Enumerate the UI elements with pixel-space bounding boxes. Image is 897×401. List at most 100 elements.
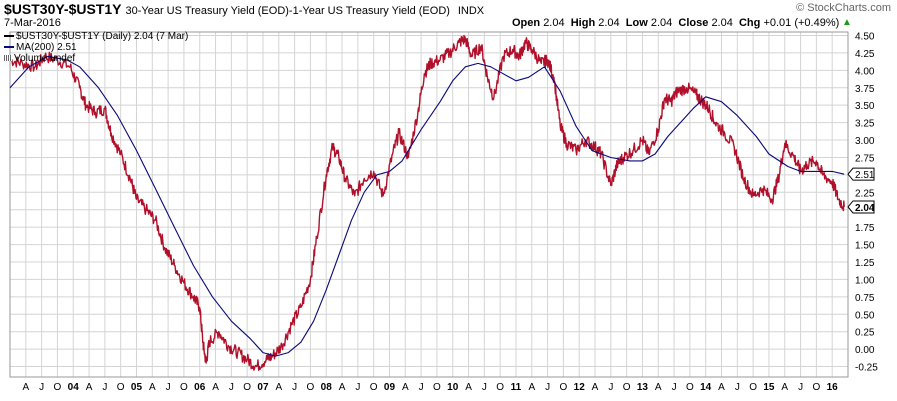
x-tick-label: A (592, 382, 599, 393)
x-tick-label: 08 (321, 382, 333, 393)
y-tick-label: 4.50 (855, 31, 875, 42)
stockcharts-logo[interactable]: © StockCharts.com (796, 2, 891, 14)
x-tick-label: A (22, 382, 29, 393)
y-tick-label: 3.25 (855, 119, 875, 130)
x-tick-label: 13 (637, 382, 649, 393)
price-line (9, 34, 845, 371)
chart-header: $UST30Y-$UST1Y 30-Year US Treasury Yield … (0, 0, 897, 30)
symbol-title: $UST30Y-$UST1Y 30-Year US Treasury Yield … (4, 1, 484, 17)
x-tick-label: O (243, 382, 251, 393)
x-tick-label: A (339, 382, 346, 393)
legend-ma: MA(200) 2.51 (4, 42, 188, 53)
x-tick-label: O (307, 382, 315, 393)
legend-ma-label: MA(200) 2.51 (16, 42, 77, 53)
plot-frame (9, 31, 849, 378)
x-tick-label: O (686, 382, 694, 393)
x-tick-label: O (433, 382, 441, 393)
x-tick-label: A (465, 382, 472, 393)
close-label: Close (678, 17, 709, 29)
x-tick-label: O (623, 382, 631, 393)
x-tick-label: A (402, 382, 409, 393)
x-tick-label: 06 (194, 382, 206, 393)
x-tick-label: 04 (68, 382, 80, 393)
high-label: High (570, 17, 596, 29)
value-tags: 2.51 2.04 (847, 167, 875, 214)
x-tick-label: A (86, 382, 93, 393)
x-tick-label: O (749, 382, 757, 393)
symbol-description: 30-Year US Treasury Yield (EOD)-1-Year U… (125, 5, 450, 17)
chart-grid (10, 32, 848, 377)
y-tick-label: -0.25 (855, 363, 878, 374)
chg-value: +0.01 (+0.49%) (763, 17, 840, 29)
x-tick-label: O (560, 382, 568, 393)
x-tick-label: J (292, 382, 297, 393)
ohlc-summary: Open 2.04 High 2.04 Low 2.04 Close 2.04 … (512, 17, 839, 29)
y-tick-label: 2.25 (855, 188, 875, 199)
x-tick-label: J (419, 382, 424, 393)
open-value: 2.04 (543, 17, 565, 29)
volume-icon (4, 55, 12, 62)
value-tag-box (847, 167, 875, 181)
y-tick-label: 0.50 (855, 310, 875, 321)
legend-volume-label: Volume undef (14, 53, 76, 64)
y-tick-label: 3.75 (855, 84, 875, 95)
x-tick-label: J (608, 382, 613, 393)
low-value: 2.04 (650, 17, 673, 29)
legend-series-label: $UST30Y-$UST1Y (Daily) 2.04 (7 Mar) (16, 31, 189, 42)
high-value: 2.04 (598, 17, 620, 29)
open-label: Open (512, 17, 541, 29)
y-tick-label: 3.00 (855, 136, 875, 147)
low-label: Low (625, 17, 648, 29)
ma200-line (9, 55, 845, 357)
x-tick-label: 14 (700, 382, 712, 393)
x-tick-label: 15 (763, 382, 775, 393)
x-tick-label: A (718, 382, 725, 393)
y-tick-label: 1.75 (855, 223, 875, 234)
y-tick-label: 1.50 (855, 241, 875, 252)
x-tick-label: 09 (384, 382, 396, 393)
up-triangle-icon: ▲ (842, 17, 852, 28)
x-tick-label: J (482, 382, 487, 393)
chg-label: Chg (738, 17, 761, 29)
legend-series: $UST30Y-$UST1Y (Daily) 2.04 (7 Mar) (4, 31, 188, 42)
series-layer (9, 34, 845, 371)
x-tick-label: O (496, 382, 504, 393)
y-tick-label: 3.50 (855, 101, 875, 112)
x-tick-label: A (149, 382, 156, 393)
x-tick-label: O (180, 382, 188, 393)
exchange-label: INDX (457, 5, 485, 17)
x-tick-label: J (798, 382, 803, 393)
legend-swatch-ma (4, 46, 14, 49)
x-tick-label: 10 (447, 382, 459, 393)
x-tick-label: O (370, 382, 378, 393)
y-tick-label: 4.25 (855, 49, 875, 60)
x-tick-label: J (545, 382, 550, 393)
x-tick-label: J (735, 382, 740, 393)
y-tick-label: 4.00 (855, 66, 875, 77)
value-tag-label: 2.51 (855, 170, 875, 181)
x-tick-label: O (117, 382, 125, 393)
x-tick-label: A (528, 382, 535, 393)
x-tick-label: J (102, 382, 107, 393)
y-tick-label: 2.75 (855, 153, 875, 164)
x-tick-label: J (672, 382, 677, 393)
x-tick-label: A (275, 382, 282, 393)
x-tick-label: 05 (131, 382, 143, 393)
chart-date: 7-Mar-2016 (4, 17, 61, 29)
x-tick-label: A (212, 382, 219, 393)
x-tick-label: O (54, 382, 62, 393)
x-tick-label: 16 (827, 382, 839, 393)
x-tick-label: 12 (574, 382, 586, 393)
y-tick-label: 0.75 (855, 293, 875, 304)
legend-swatch-series (4, 35, 14, 38)
x-tick-label: A (781, 382, 788, 393)
x-tick-label: A (655, 382, 662, 393)
value-tag-box (847, 200, 875, 214)
x-tick-label: J (39, 382, 44, 393)
value-tag-label: 2.04 (855, 203, 875, 214)
symbol-name: $UST30Y-$UST1Y (4, 1, 122, 17)
legend-volume: Volume undef (4, 53, 188, 64)
chart-legend: $UST30Y-$UST1Y (Daily) 2.04 (7 Mar) MA(2… (4, 31, 188, 64)
close-value: 2.04 (711, 17, 733, 29)
